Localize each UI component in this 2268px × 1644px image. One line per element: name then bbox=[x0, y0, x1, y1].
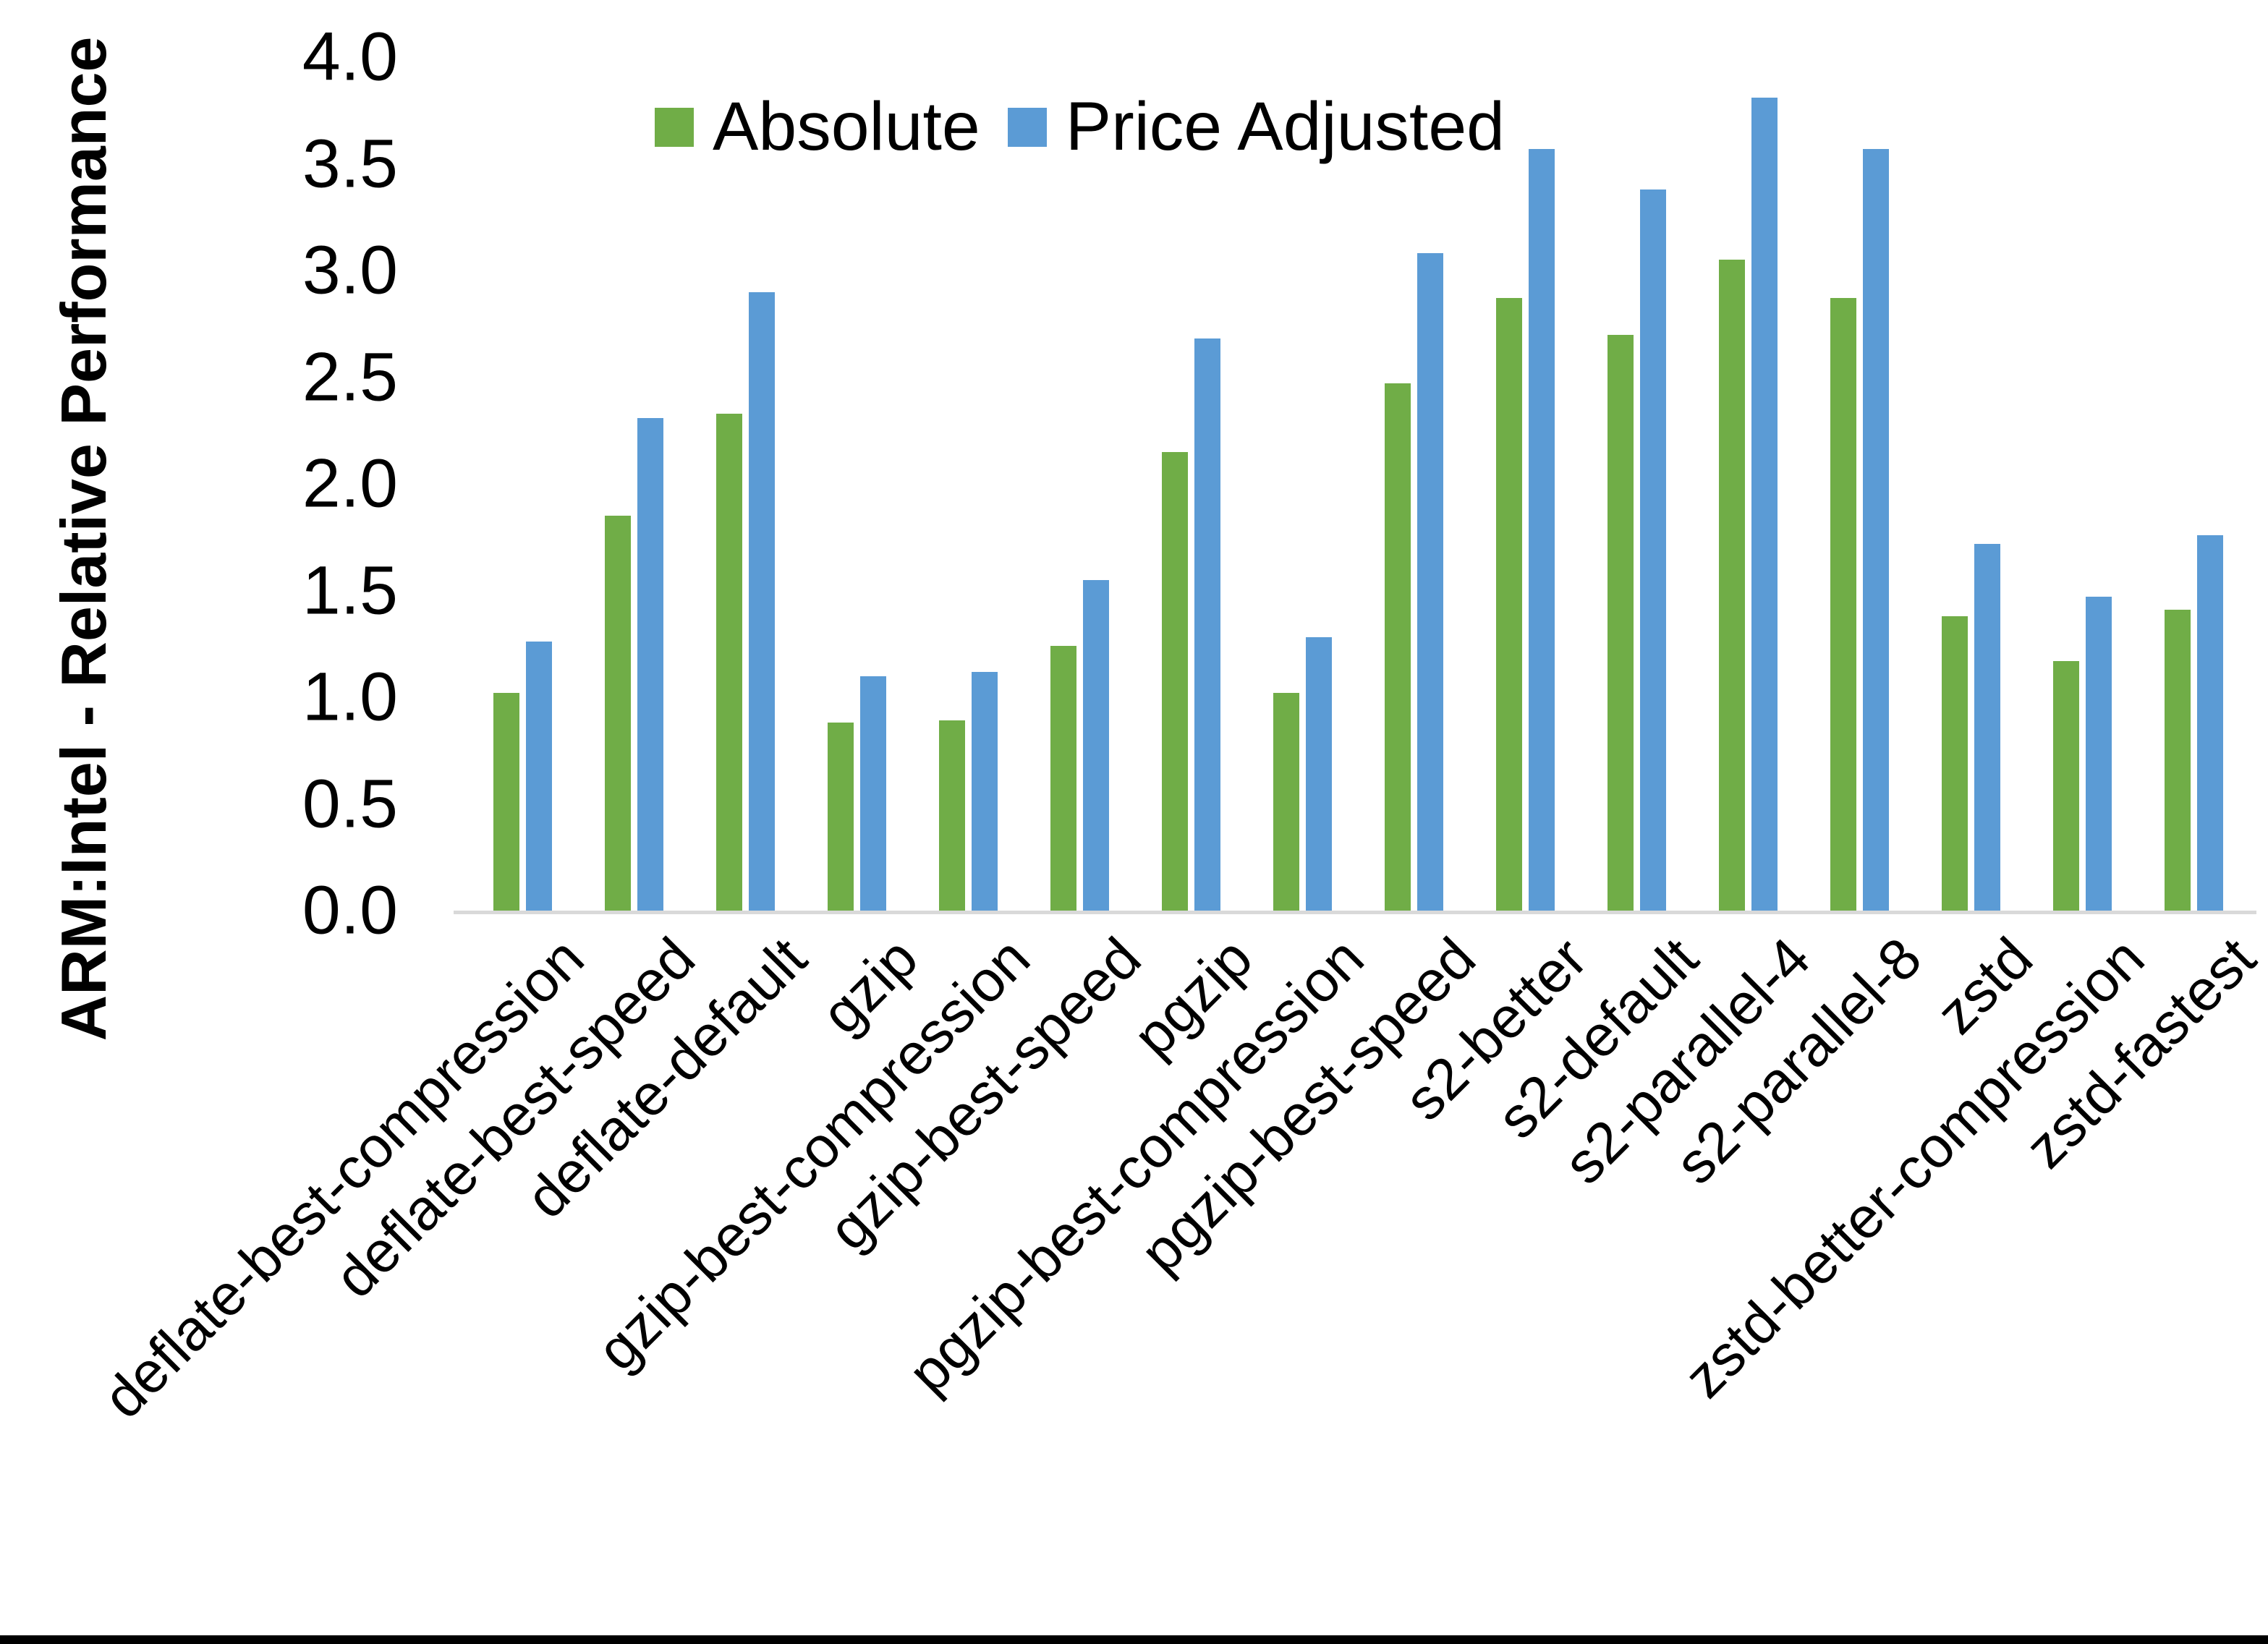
y-tick-label: 4.0 bbox=[302, 18, 398, 95]
bar bbox=[827, 723, 854, 911]
legend-label-absolute: Absolute bbox=[713, 88, 980, 165]
legend-label-price-adjusted: Price Adjusted bbox=[1065, 88, 1505, 165]
bar bbox=[748, 291, 775, 911]
bar bbox=[1273, 693, 1299, 911]
x-category-label: deflate-best-compression bbox=[90, 925, 596, 1431]
bar bbox=[637, 417, 663, 911]
bar bbox=[2197, 534, 2224, 911]
y-tick-label: 3.5 bbox=[302, 125, 398, 202]
bar bbox=[859, 676, 886, 911]
legend: Absolute Price Adjusted bbox=[655, 93, 1505, 161]
y-tick-label: 1.5 bbox=[302, 552, 398, 629]
bar bbox=[1942, 616, 1968, 911]
bar bbox=[1161, 451, 1188, 911]
bar bbox=[2053, 660, 2080, 911]
bar bbox=[938, 720, 965, 911]
bar bbox=[1529, 148, 1555, 911]
y-tick-label: 2.5 bbox=[302, 338, 398, 415]
bar bbox=[1974, 543, 2001, 911]
y-tick-label: 1.0 bbox=[302, 658, 398, 736]
bar bbox=[1496, 298, 1523, 911]
bar bbox=[1385, 383, 1411, 911]
bar bbox=[604, 516, 631, 911]
plot-area bbox=[454, 57, 2256, 914]
bar bbox=[971, 671, 998, 911]
bar bbox=[1830, 298, 1857, 911]
y-tick-label: 2.0 bbox=[302, 445, 398, 522]
legend-item-price-adjusted: Price Adjusted bbox=[1007, 88, 1505, 165]
bar bbox=[2165, 610, 2191, 911]
bar bbox=[1751, 98, 1778, 911]
bar bbox=[1607, 334, 1634, 911]
bar bbox=[1417, 253, 1444, 911]
legend-swatch-absolute-icon bbox=[655, 107, 694, 147]
bar bbox=[1305, 637, 1332, 911]
bar bbox=[715, 413, 742, 911]
legend-swatch-price-adjusted-icon bbox=[1007, 107, 1047, 147]
bar bbox=[1863, 148, 1890, 911]
bar bbox=[1050, 646, 1076, 911]
x-axis-line bbox=[454, 911, 2256, 914]
legend-item-absolute: Absolute bbox=[655, 93, 980, 161]
bar bbox=[1082, 579, 1109, 911]
bar bbox=[2086, 597, 2112, 911]
bar bbox=[1194, 338, 1220, 911]
y-axis-title: ARM:Intel - Relative Performance bbox=[48, 36, 119, 1042]
bar bbox=[525, 642, 552, 911]
bottom-border bbox=[0, 1635, 2268, 1644]
y-tick-label: 3.0 bbox=[302, 231, 398, 309]
y-tick-label: 0.0 bbox=[302, 872, 398, 949]
y-tick-label: 0.5 bbox=[302, 765, 398, 842]
bar bbox=[1719, 260, 1746, 911]
bar bbox=[493, 693, 519, 911]
bar bbox=[1640, 189, 1667, 911]
